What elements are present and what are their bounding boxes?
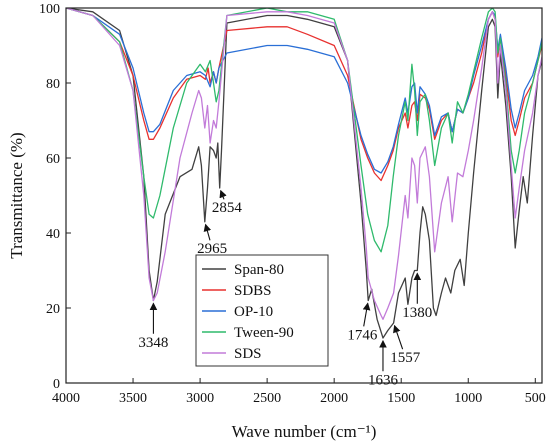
annotation-label: 2965 (197, 241, 227, 257)
legend-label: SDS (234, 346, 262, 362)
legend-label: OP-10 (234, 304, 273, 320)
annotations: 2854 2965 3348 1746 1636 1557 1380 (138, 189, 432, 388)
annotation-label: 1557 (390, 350, 421, 366)
legend-label: SDBS (234, 283, 272, 299)
annotation-label: 1746 (347, 327, 378, 343)
x-tick-label: 3000 (186, 391, 214, 406)
annotation-label: 3348 (138, 335, 168, 351)
x-tick-label: 2000 (320, 391, 348, 406)
series-line-sds (66, 8, 542, 320)
x-axis-title: Wave number (cm⁻¹) (232, 422, 377, 441)
y-axis-ticks: 0 20 40 60 80 100 (39, 2, 71, 392)
y-tick-label: 40 (46, 227, 60, 242)
x-axis-ticks: 4000 3500 3000 2500 2000 1500 1000 500 (52, 378, 546, 406)
y-tick-label: 0 (53, 377, 60, 392)
annotation-arrow (393, 324, 404, 350)
annotation-arrow (203, 223, 212, 241)
legend-label: Span-80 (234, 262, 284, 278)
plot-frame (65, 7, 543, 384)
y-tick-label: 100 (39, 2, 60, 17)
axes: 4000 3500 3000 2500 2000 1500 1000 500 0 20 40 60 8… (7, 2, 546, 441)
y-tick-label: 80 (46, 77, 60, 92)
x-tick-label: 1500 (387, 391, 415, 406)
series-line-span-80 (66, 8, 542, 339)
plot-lines (66, 8, 542, 339)
annotation-label: 2854 (212, 200, 243, 216)
annotation-arrow (219, 189, 227, 200)
y-axis-title: Transmittance (%) (7, 132, 26, 258)
x-tick-label: 4000 (52, 391, 80, 406)
series-line-sdbs (66, 8, 542, 182)
x-tick-label: 2500 (253, 391, 281, 406)
annotation-label: 1380 (402, 305, 432, 321)
legend: Span-80 SDBS OP-10 Tween-90 SDS (195, 254, 329, 367)
annotation-arrow (362, 302, 371, 327)
x-tick-label: 3500 (119, 391, 147, 406)
y-tick-label: 60 (46, 152, 60, 167)
x-tick-label: 1000 (454, 391, 482, 406)
legend-label: Tween-90 (234, 325, 294, 341)
x-tick-label: 500 (525, 391, 546, 406)
annotation-label: 1636 (368, 372, 399, 388)
y-tick-label: 20 (46, 302, 60, 317)
